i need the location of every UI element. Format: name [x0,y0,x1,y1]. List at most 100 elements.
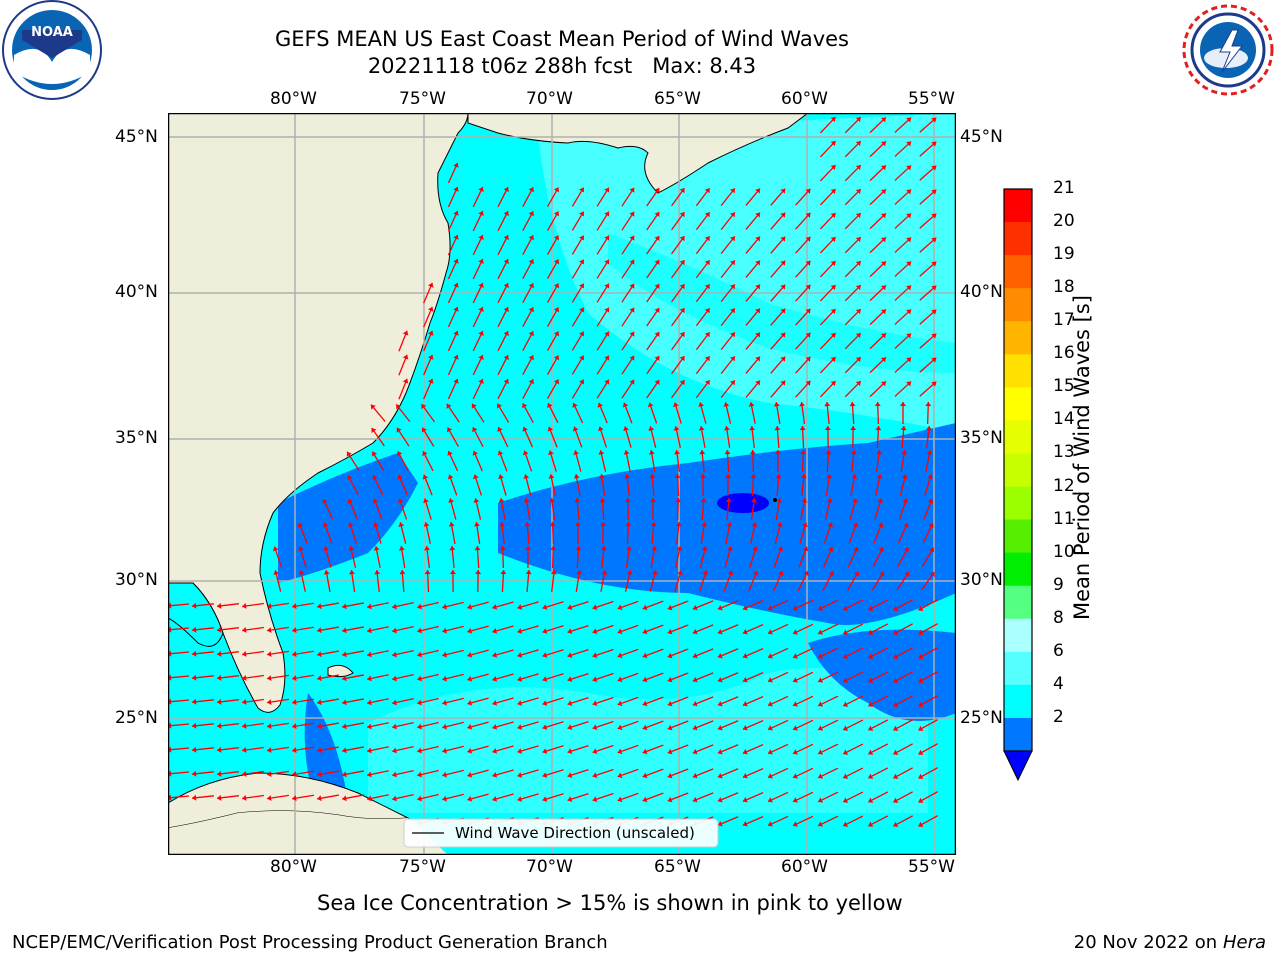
wind-wave-arrow [894,261,912,277]
lon-label-top: 55°W [908,89,955,109]
wind-wave-arrow [242,602,264,609]
wind-wave-arrow [867,623,889,635]
wind-wave-arrow [671,331,685,351]
wind-wave-arrow [675,546,683,568]
wind-wave-arrow [398,330,409,352]
map-border [168,113,956,855]
wind-wave-arrow [292,650,314,658]
wind-wave-arrows [168,116,938,828]
wind-wave-arrow [671,355,685,375]
wind-wave-arrow [323,570,331,592]
wind-wave-arrow [497,234,509,256]
wind-wave-arrow [919,309,937,325]
wind-wave-arrow [842,695,864,707]
wind-wave-arrow [924,474,933,496]
wind-wave-arrow [720,331,736,351]
colorbar-band [1004,387,1032,421]
wind-wave-arrow [398,378,409,400]
wind-wave-arrow [869,236,887,254]
wind-wave-arrow [642,792,664,803]
wind-wave-arrow [919,141,937,157]
wind-wave-arrow [918,623,938,636]
wind-wave-arrow [873,522,884,544]
wind-wave-arrow [725,497,732,521]
wind-wave-arrow [642,720,664,731]
wind-wave-arrow [496,403,510,423]
wind-wave-arrow [745,188,761,206]
wind-wave-arrow [267,794,289,802]
wind-wave-arrow [797,570,809,592]
wind-wave-arrow [692,720,714,731]
ocean-lt-2-region [717,493,769,513]
wind-wave-arrow [725,473,732,497]
wind-wave-arrow [893,719,913,731]
noaa-logo-text: NOAA [31,25,73,40]
colorbar-band [1004,552,1032,587]
wind-wave-arrow [646,283,660,303]
wind-wave-arrow [292,746,314,754]
wind-wave-arrow [749,425,756,449]
wind-wave-arrow [667,672,689,683]
wind-wave-arrow [925,425,932,449]
wind-wave-arrow [795,236,811,254]
wind-wave-arrow [867,599,889,611]
wind-wave-arrow [767,719,789,731]
wind-wave-arrow [571,259,585,279]
wind-wave-arrow [893,623,913,635]
wind-wave-arrow [592,600,614,611]
lon-label-top: 60°W [781,89,828,109]
wind-wave-arrow [692,768,714,779]
wind-wave-arrow [392,697,414,706]
wind-wave-arrow [695,307,711,327]
wind-wave-arrow [819,212,837,230]
wind-wave-arrow [342,794,364,802]
wind-wave-arrow [492,721,514,730]
wind-wave-arrow [417,721,439,730]
wind-wave-arrow [592,768,614,779]
colorbar-under-triangle [1003,750,1033,782]
colorbar-tick-label: 9 [1053,574,1064,595]
wind-wave-arrow [572,426,583,448]
wind-wave-arrow [695,235,711,255]
wind-wave-arrow [720,283,736,303]
wind-wave-arrow [347,498,358,520]
wind-wave-arrow [596,331,610,351]
wind-wave-arrow [767,743,789,755]
wind-wave-arrow [596,355,610,375]
wind-wave-arrow [292,770,314,778]
wind-wave-arrow [517,649,539,658]
wind-wave-arrow [191,746,215,753]
wind-wave-arrow [850,474,858,496]
wind-wave-arrow [597,426,608,448]
wind-wave-arrow [242,770,264,777]
wind-wave-arrow [168,746,190,753]
wind-wave-arrow [523,474,532,496]
wind-wave-arrow [844,116,862,134]
wind-wave-arrow [817,671,839,683]
wind-wave-arrow [869,164,887,182]
wind-wave-arrow [748,570,759,592]
wind-wave-arrow [542,769,564,778]
wind-wave-arrow [447,474,458,496]
wind-wave-arrow [342,626,364,634]
wind-wave-arrow [467,601,489,610]
wind-wave-arrow [692,696,714,707]
wind-wave-arrow [824,425,831,449]
wind-wave-arrow [671,211,685,231]
wind-wave-arrow [874,401,881,425]
wind-wave-arrow [600,545,607,569]
wind-wave-arrow [447,378,459,400]
wind-wave-arrow [467,697,489,706]
wind-wave-arrow [774,425,781,449]
wind-wave-arrow [844,188,862,206]
wind-wave-arrow [795,356,811,374]
wind-wave-arrow [648,426,657,448]
wind-wave-arrow [497,210,509,232]
wind-wave-arrow [547,187,560,207]
wind-wave-arrow [522,211,534,231]
wind-wave-arrow [517,721,539,730]
wind-wave-arrow [621,211,635,231]
wind-wave-arrow [571,355,585,375]
wind-wave-arrow [417,625,439,634]
wind-wave-arrow [844,356,862,374]
